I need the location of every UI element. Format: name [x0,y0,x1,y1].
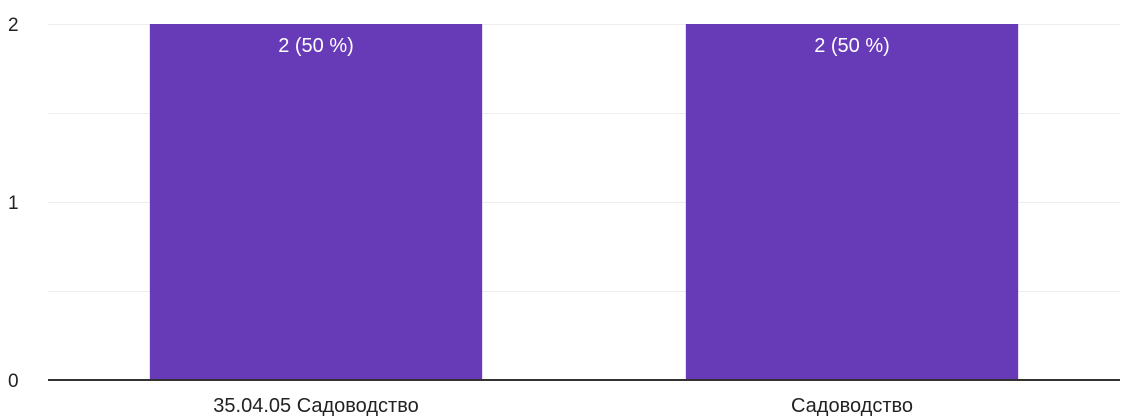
bar-data-label: 2 (50 %) [814,35,890,57]
data-labels: 2 (50 %) 2 (50 %) [278,35,890,57]
y-tick-label: 0 [8,371,19,392]
bars [149,24,1019,380]
x-category-label: 35.04.05 Садоводство [213,395,418,417]
y-axis-tick-labels: 0 1 2 [8,15,19,392]
bar [149,24,483,380]
x-axis-category-labels: 35.04.05 Садоводство Садоводство [213,395,913,417]
bar-data-label: 2 (50 %) [278,35,354,57]
bar [685,24,1019,380]
y-tick-label: 2 [8,15,19,36]
y-tick-label: 1 [8,193,19,214]
x-category-label: Садоводство [791,395,913,417]
